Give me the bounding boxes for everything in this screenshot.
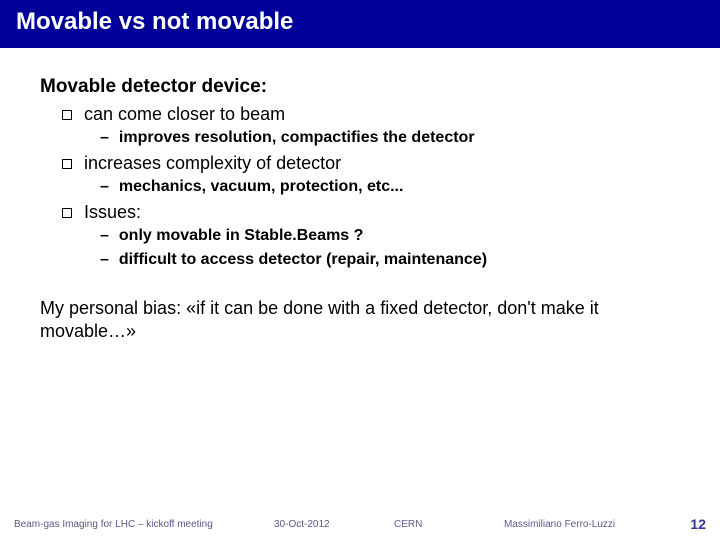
sub-bullet-text: difficult to access detector (repair, ma… <box>119 251 487 269</box>
sub-bullet-item: – difficult to access detector (repair, … <box>100 251 680 269</box>
footer-page-number: 12 <box>676 516 706 532</box>
sub-bullet-text: mechanics, vacuum, protection, etc... <box>119 178 404 196</box>
square-bullet-icon <box>62 110 72 120</box>
dash-icon: – <box>100 227 109 245</box>
sub-bullet-item: – improves resolution, compactifies the … <box>100 129 680 147</box>
bullet-item: increases complexity of detector <box>62 153 680 174</box>
square-bullet-icon <box>62 159 72 169</box>
section-heading: Movable detector device: <box>40 76 680 98</box>
slide: Movable vs not movable Movable detector … <box>0 0 720 540</box>
dash-icon: – <box>100 251 109 269</box>
sub-bullet-item: – only movable in Stable.Beams ? <box>100 227 680 245</box>
bullet-text: increases complexity of detector <box>84 153 341 174</box>
bullet-text: Issues: <box>84 202 141 223</box>
slide-title: Movable vs not movable <box>16 8 293 36</box>
sub-bullet-text: improves resolution, compactifies the de… <box>119 129 475 147</box>
slide-title-bar: Movable vs not movable <box>0 0 720 48</box>
footer-author: Massimiliano Ferro-Luzzi <box>504 519 676 530</box>
bullet-item: Issues: <box>62 202 680 223</box>
square-bullet-icon <box>62 208 72 218</box>
sub-bullet-text: only movable in Stable.Beams ? <box>119 227 364 245</box>
footer-org: CERN <box>394 519 504 530</box>
bullet-item: can come closer to beam <box>62 104 680 125</box>
personal-bias-text: My personal bias: «if it can be done wit… <box>40 297 680 344</box>
slide-footer: Beam-gas Imaging for LHC – kickoff meeti… <box>0 514 720 540</box>
sub-bullet-item: – mechanics, vacuum, protection, etc... <box>100 178 680 196</box>
footer-date: 30-Oct-2012 <box>274 519 394 530</box>
footer-left: Beam-gas Imaging for LHC – kickoff meeti… <box>14 519 274 530</box>
dash-icon: – <box>100 178 109 196</box>
bullet-text: can come closer to beam <box>84 104 285 125</box>
slide-content: Movable detector device: can come closer… <box>0 48 720 514</box>
dash-icon: – <box>100 129 109 147</box>
